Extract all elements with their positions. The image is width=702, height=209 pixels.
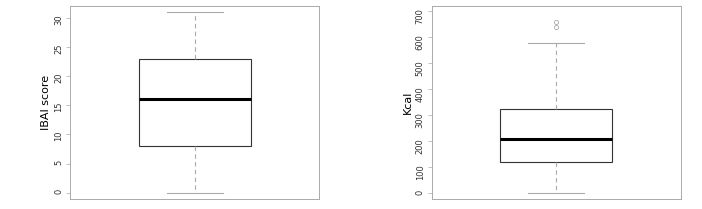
Y-axis label: IBAI score: IBAI score: [41, 75, 51, 130]
PathPatch shape: [139, 59, 251, 146]
Y-axis label: Kcal: Kcal: [403, 91, 413, 114]
PathPatch shape: [501, 109, 612, 162]
